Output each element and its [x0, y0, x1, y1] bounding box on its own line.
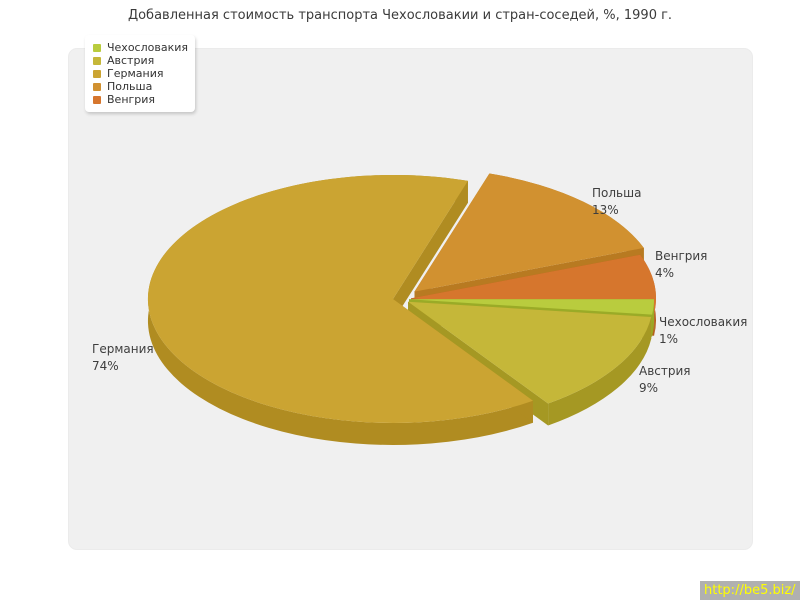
pie-slice-czechoslovakia[interactable] — [409, 299, 654, 315]
pie-slice-rim-germany — [147, 174, 533, 445]
pie-label-poland: Польша 13% — [592, 185, 641, 219]
pie-label-czechoslovakia: Чехословакия 1% — [659, 314, 747, 348]
pie-label-percent: 9% — [639, 381, 659, 395]
watermark-link[interactable]: http://be5.biz/ — [700, 581, 800, 600]
legend: Чехословакия Австрия Германия Польша Венгрия — [85, 35, 195, 112]
legend-label: Чехословакия — [107, 41, 188, 54]
pie-label-austria: Австрия 9% — [639, 363, 691, 397]
pie-label-germany: Германия 74% — [92, 341, 154, 375]
pie-label-percent: 1% — [659, 332, 679, 346]
pie-slice-rim-austria — [548, 317, 652, 426]
pie-label-name: Польша — [592, 186, 642, 200]
pie-slice-hungary[interactable] — [411, 254, 656, 314]
legend-swatch — [93, 82, 101, 91]
legend-label: Австрия — [107, 54, 155, 67]
legend-label: Германия — [107, 67, 164, 80]
pie-slice-germany[interactable] — [147, 174, 533, 423]
pie-label-percent: 4% — [655, 266, 675, 280]
pie-label-percent: 13% — [592, 203, 619, 217]
legend-label: Польша — [107, 80, 153, 93]
chart-title: Добавленная стоимость транспорта Чехосло… — [127, 8, 673, 23]
legend-swatch — [93, 69, 101, 78]
legend-item-germany[interactable]: Германия — [93, 67, 187, 80]
pie-label-hungary: Венгрия 4% — [655, 248, 707, 282]
legend-item-hungary[interactable]: Венгрия — [93, 93, 187, 106]
legend-swatch — [93, 43, 101, 52]
legend-item-austria[interactable]: Австрия — [93, 54, 187, 67]
legend-label: Венгрия — [107, 93, 156, 106]
pie-slice-austria[interactable] — [408, 301, 652, 404]
legend-item-poland[interactable]: Польша — [93, 80, 187, 93]
legend-item-czechoslovakia[interactable]: Чехословакия — [93, 41, 188, 54]
pie-slice-poland[interactable] — [414, 173, 644, 292]
legend-swatch — [93, 56, 101, 65]
pie-label-name: Чехословакия — [659, 315, 748, 329]
pie-label-percent: 74% — [92, 359, 119, 373]
pie-slice-face-germany — [393, 180, 468, 321]
legend-swatch — [93, 95, 101, 104]
pie-label-name: Германия — [92, 342, 154, 356]
pie-label-name: Венгрия — [655, 249, 708, 263]
pie-label-name: Австрия — [639, 364, 691, 378]
